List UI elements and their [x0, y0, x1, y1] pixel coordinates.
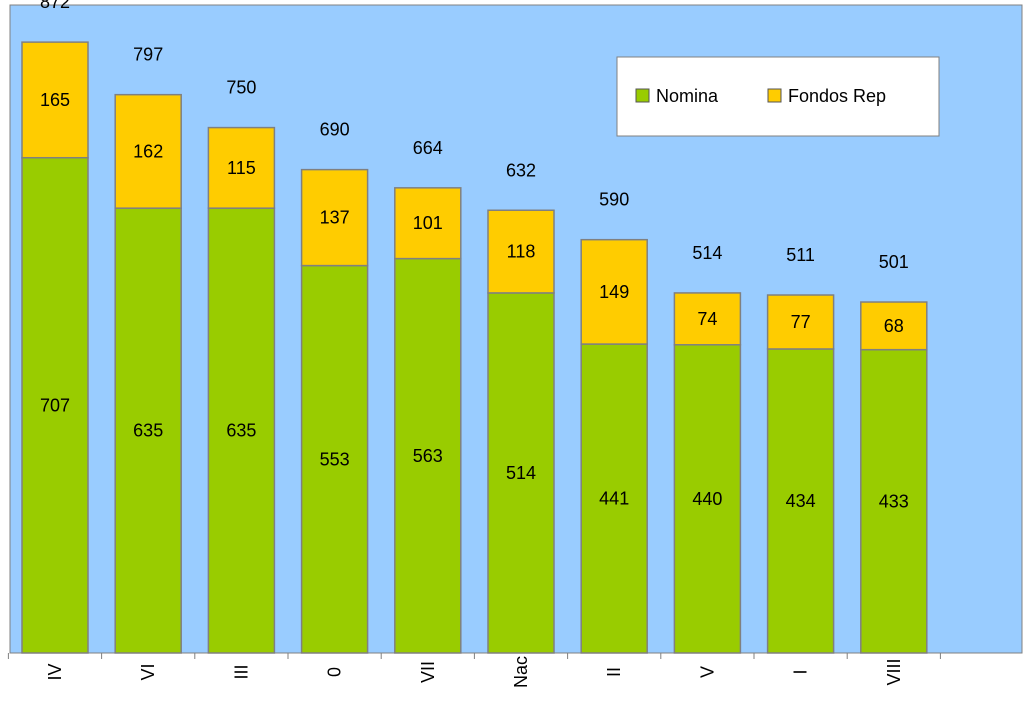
- data-label-nomina-VIII: 433: [879, 491, 909, 511]
- tick-label-VII: VII: [418, 661, 438, 683]
- tick-label-VI: VI: [138, 663, 158, 680]
- bar-fondos-rep-IV: [21, 41, 89, 159]
- legend-swatch-nomina: [635, 88, 650, 103]
- data-label-fondos-rep-Nac: 118: [507, 242, 536, 262]
- data-label-total-II: 590: [599, 190, 629, 210]
- bar-fondos-rep-VIII: [860, 301, 928, 351]
- tick-label-III: III: [231, 664, 251, 679]
- bar-fondos-rep-II: [580, 238, 648, 345]
- legend-swatch-fondos-rep: [767, 88, 782, 103]
- tick-label-V: V: [697, 666, 717, 678]
- data-label-fondos-rep-VI: 162: [133, 141, 163, 161]
- data-label-fondos-rep-VIII: 68: [884, 316, 904, 336]
- bar-nomina-VII: [394, 257, 462, 654]
- data-label-total-V: 514: [692, 243, 722, 263]
- bar-fondos-rep-VI: [114, 93, 182, 209]
- data-label-fondos-rep-V: 74: [697, 309, 717, 329]
- data-label-nomina-VI: 635: [133, 421, 163, 441]
- data-label-fondos-rep-0: 137: [320, 208, 350, 228]
- data-label-nomina-III: 635: [226, 421, 256, 441]
- bar-nomina-0: [300, 264, 369, 654]
- bar-fondos-rep-I: [766, 294, 835, 350]
- bar-nomina-III: [207, 207, 276, 654]
- bar-nomina-VI: [114, 207, 182, 654]
- legend: Nomina Fondos Rep: [616, 56, 940, 137]
- data-label-fondos-rep-IV: 165: [40, 90, 70, 110]
- tick-label-II: II: [604, 667, 624, 677]
- data-label-total-IV: 872: [40, 0, 70, 12]
- bar-fondos-rep-V: [673, 292, 742, 346]
- bar-fondos-rep-III: [207, 126, 276, 209]
- data-label-fondos-rep-III: 115: [227, 158, 256, 178]
- data-labels-layer: 707 165 872 635 162 797 635 115 750 553 137 690 563 1…: [40, 0, 909, 511]
- data-label-fondos-rep-II: 149: [599, 282, 629, 302]
- bar-nomina-VIII: [860, 348, 928, 654]
- data-label-fondos-rep-VII: 101: [413, 213, 443, 233]
- data-label-total-VIII: 501: [879, 252, 909, 272]
- tick-label-VIII: VIII: [884, 658, 904, 685]
- bar-nomina-Nac: [487, 292, 555, 654]
- data-label-total-VII: 664: [413, 138, 443, 158]
- legend-label-nomina: Nomina: [656, 86, 719, 106]
- data-label-nomina-VII: 563: [413, 446, 443, 466]
- tick-label-Nac: Nac: [511, 656, 531, 688]
- tick-label-0: 0: [325, 667, 345, 677]
- data-label-nomina-I: 434: [786, 491, 816, 511]
- tick-label-I: I: [791, 669, 811, 674]
- legend-label-fondos-rep: Fondos Rep: [788, 86, 886, 106]
- bar-fondos-rep-0: [300, 168, 369, 267]
- data-label-nomina-Nac: 514: [506, 463, 536, 483]
- data-label-total-Nac: 632: [506, 160, 536, 180]
- data-label-nomina-0: 553: [320, 449, 350, 469]
- data-label-nomina-II: 441: [599, 489, 629, 509]
- bars-layer: [21, 41, 928, 654]
- data-label-total-0: 690: [320, 120, 350, 140]
- bar-fondos-rep-VII: [394, 187, 462, 260]
- data-label-total-VI: 797: [133, 45, 163, 65]
- bar-nomina-I: [766, 348, 835, 654]
- bar-nomina-IV: [21, 156, 89, 654]
- data-label-total-I: 511: [786, 245, 815, 265]
- data-label-fondos-rep-I: 77: [791, 312, 811, 332]
- bar-fondos-rep-Nac: [487, 209, 555, 294]
- bar-nomina-V: [673, 344, 742, 654]
- tick-label-IV: IV: [45, 663, 65, 680]
- x-axis: IV VI III 0 VII Nac II V I VIII: [7, 652, 1022, 688]
- data-label-nomina-V: 440: [692, 489, 722, 509]
- data-label-nomina-IV: 707: [40, 395, 70, 415]
- data-label-total-III: 750: [226, 78, 256, 98]
